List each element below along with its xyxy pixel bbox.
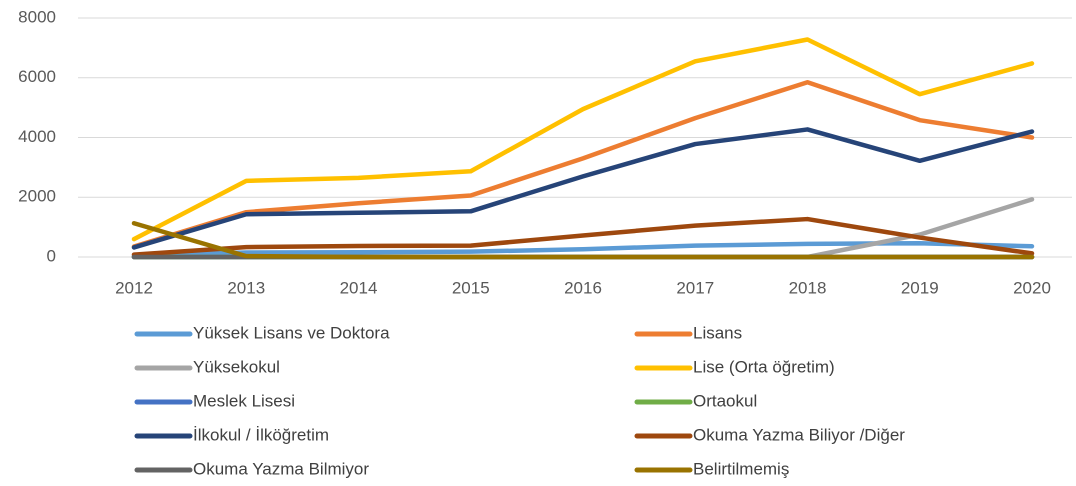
y-tick-label: 2000 [18, 187, 56, 206]
legend-label: Meslek Lisesi [193, 391, 295, 410]
y-tick-label: 6000 [18, 67, 56, 86]
x-tick-label: 2015 [452, 278, 490, 297]
legend-label: Yüksek Lisans ve Doktora [193, 323, 390, 342]
x-tick-label: 2019 [901, 278, 939, 297]
y-tick-label: 8000 [18, 7, 56, 26]
legend-label: Ortaokul [693, 391, 757, 410]
legend-label: Yüksekokul [193, 357, 280, 376]
legend-label: Lisans [693, 323, 742, 342]
series-line [131, 37, 1035, 242]
x-tick-label: 2017 [676, 278, 714, 297]
x-tick-label: 2012 [115, 278, 153, 297]
y-tick-label: 0 [47, 246, 56, 265]
series-line [131, 127, 1035, 250]
legend-label: Lise (Orta öğretim) [693, 357, 835, 376]
y-tick-label: 4000 [18, 127, 56, 146]
x-tick-label: 2018 [789, 278, 827, 297]
x-tick-label: 2014 [340, 278, 378, 297]
legend-label: Okuma Yazma Bilmiyor [193, 459, 369, 478]
legend-label: Belirtilmemiş [693, 459, 789, 478]
legend-label: İlkokul / İlköğretim [193, 425, 329, 444]
series-line [131, 220, 1035, 260]
legend-label: Okuma Yazma Biliyor /Diğer [693, 425, 905, 444]
x-tick-label: 2016 [564, 278, 602, 297]
x-tick-label: 2013 [227, 278, 265, 297]
x-tick-label: 2020 [1013, 278, 1051, 297]
series-line [131, 79, 1035, 249]
series-line [131, 216, 1035, 257]
